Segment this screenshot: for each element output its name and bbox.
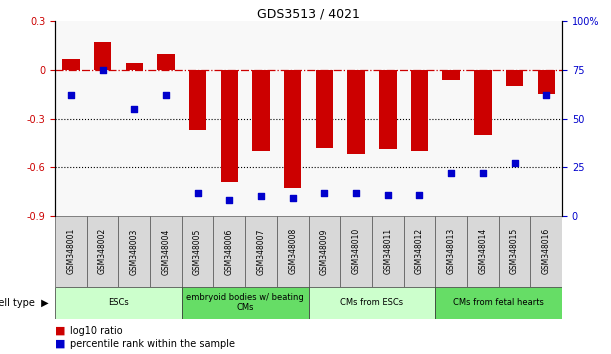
Text: GSM348001: GSM348001 — [67, 228, 75, 274]
Bar — [62, 58, 79, 70]
Text: GSM348002: GSM348002 — [98, 228, 107, 274]
Point — [415, 192, 425, 198]
Point — [288, 195, 298, 201]
Bar — [252, 70, 269, 151]
Title: GDS3513 / 4021: GDS3513 / 4021 — [257, 7, 360, 20]
Bar — [87, 216, 119, 287]
Bar — [379, 70, 397, 149]
Bar — [467, 216, 499, 287]
Bar — [277, 216, 309, 287]
Bar — [182, 216, 213, 287]
Bar — [316, 70, 333, 148]
Bar — [506, 70, 523, 86]
Bar — [221, 70, 238, 182]
Point — [66, 92, 76, 98]
Point — [446, 170, 456, 176]
Bar — [55, 287, 182, 319]
Text: GSM348013: GSM348013 — [447, 228, 456, 274]
Bar — [372, 216, 404, 287]
Text: GSM348004: GSM348004 — [161, 228, 170, 275]
Bar — [474, 70, 492, 135]
Bar — [182, 287, 309, 319]
Bar — [245, 216, 277, 287]
Bar — [348, 70, 365, 154]
Point — [224, 198, 234, 203]
Bar — [340, 216, 372, 287]
Point — [510, 161, 519, 166]
Bar — [411, 70, 428, 151]
Bar — [499, 216, 530, 287]
Text: GSM348012: GSM348012 — [415, 228, 424, 274]
Text: GSM348011: GSM348011 — [383, 228, 392, 274]
Text: GSM348006: GSM348006 — [225, 228, 234, 275]
Bar — [213, 216, 245, 287]
Bar — [442, 70, 460, 80]
Point — [192, 190, 202, 195]
Bar — [538, 70, 555, 94]
Bar — [189, 70, 207, 130]
Point — [256, 194, 266, 199]
Bar — [119, 216, 150, 287]
Point — [130, 106, 139, 112]
Bar — [309, 287, 435, 319]
Text: embryoid bodies w/ beating
CMs: embryoid bodies w/ beating CMs — [186, 293, 304, 312]
Text: cell type  ▶: cell type ▶ — [0, 298, 49, 308]
Point — [320, 190, 329, 195]
Bar — [530, 216, 562, 287]
Bar — [94, 42, 111, 70]
Text: ■: ■ — [55, 326, 65, 336]
Point — [478, 170, 488, 176]
Text: CMs from fetal hearts: CMs from fetal hearts — [453, 298, 544, 307]
Bar — [55, 216, 87, 287]
Text: GSM348007: GSM348007 — [257, 228, 266, 275]
Text: GSM348009: GSM348009 — [320, 228, 329, 275]
Bar — [435, 216, 467, 287]
Text: ESCs: ESCs — [108, 298, 129, 307]
Text: CMs from ESCs: CMs from ESCs — [340, 298, 403, 307]
Text: percentile rank within the sample: percentile rank within the sample — [70, 339, 235, 349]
Text: GSM348005: GSM348005 — [193, 228, 202, 275]
Bar — [309, 216, 340, 287]
Text: GSM348003: GSM348003 — [130, 228, 139, 275]
Text: GSM348014: GSM348014 — [478, 228, 488, 274]
Text: log10 ratio: log10 ratio — [70, 326, 123, 336]
Point — [98, 67, 108, 73]
Bar — [404, 216, 435, 287]
Bar — [150, 216, 182, 287]
Bar — [435, 287, 562, 319]
Text: ■: ■ — [55, 339, 65, 349]
Text: GSM348016: GSM348016 — [542, 228, 551, 274]
Text: GSM348015: GSM348015 — [510, 228, 519, 274]
Text: GSM348008: GSM348008 — [288, 228, 297, 274]
Bar — [284, 70, 301, 188]
Text: GSM348010: GSM348010 — [351, 228, 360, 274]
Point — [161, 92, 171, 98]
Bar — [157, 54, 175, 70]
Point — [383, 192, 393, 198]
Point — [351, 190, 361, 195]
Point — [541, 92, 551, 98]
Bar — [125, 63, 143, 70]
